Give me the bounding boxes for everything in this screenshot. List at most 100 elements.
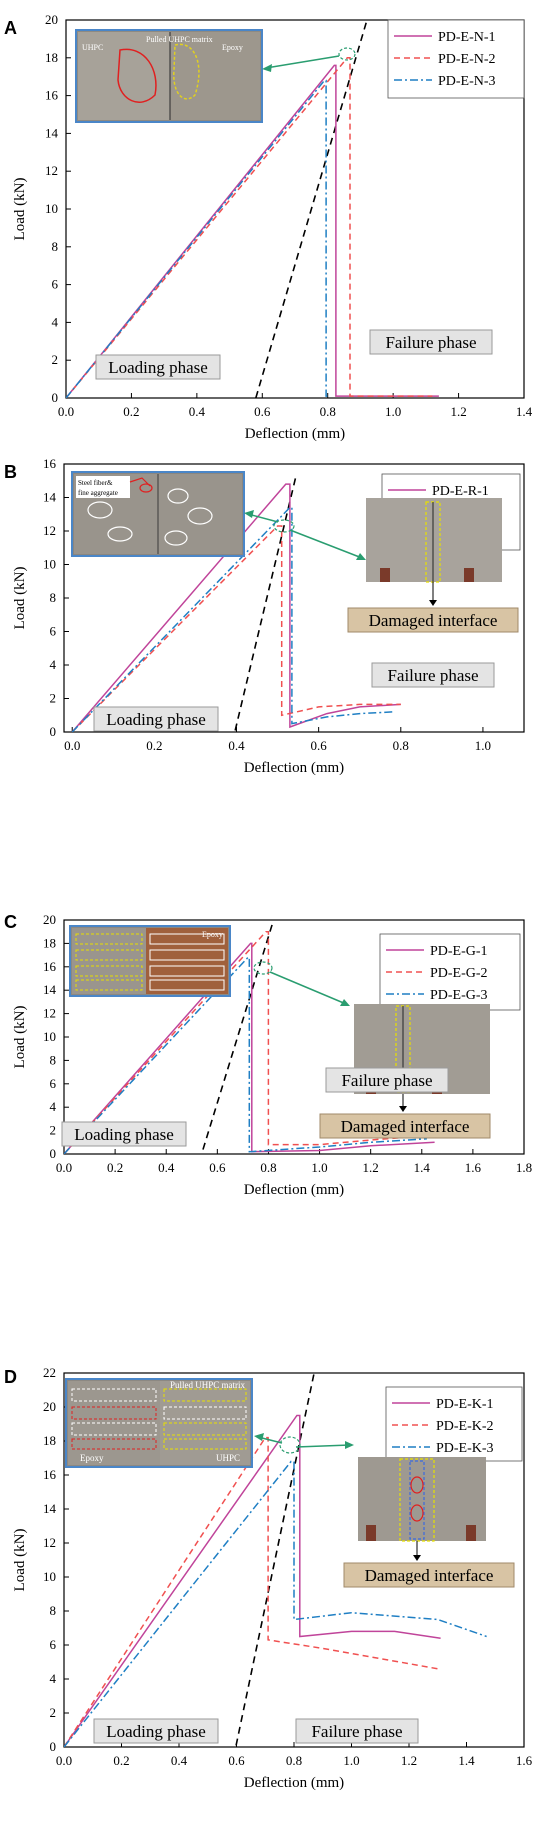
series-line bbox=[64, 930, 448, 1154]
x-tick-label: 1.4 bbox=[414, 1160, 431, 1175]
series-group bbox=[64, 1373, 487, 1747]
annotation-failure-phase: Failure phase bbox=[325, 1067, 449, 1093]
chart-svg-b: 0.0 0.2 0.4 0.6 0.8 1.0 0 2 4 6 8 10 12 14 16 Deflectio… bbox=[4, 456, 525, 776]
x-tick-label: 0.2 bbox=[107, 1160, 123, 1175]
annotation-damaged-interface: Damaged interface bbox=[347, 607, 519, 633]
svg-text:Loading phase: Loading phase bbox=[108, 358, 208, 377]
y-tick-label: 20 bbox=[43, 912, 56, 927]
inset-label: Epoxy bbox=[222, 43, 243, 52]
legend-label: PD-E-K-1 bbox=[436, 1397, 494, 1412]
panel-letter: A bbox=[4, 18, 17, 38]
svg-text:Failure phase: Failure phase bbox=[341, 1071, 432, 1090]
series-line bbox=[71, 525, 401, 732]
y-tick-label: 16 bbox=[43, 1467, 57, 1482]
plot-area: 0.0 0.2 0.4 0.6 0.8 1.0 1.2 1.4 1.6 1.8 0 2 4 6 8 10 12 1… bbox=[12, 912, 532, 1198]
y-tick-label: 8 bbox=[50, 1603, 57, 1618]
y-tick-label: 6 bbox=[52, 277, 59, 292]
callout-arrow bbox=[244, 510, 366, 560]
stiffness-line bbox=[200, 920, 275, 1154]
legend-label: PD-E-G-3 bbox=[430, 988, 488, 1003]
x-tick-label: 1.0 bbox=[343, 1753, 359, 1768]
x-tick-label: 0.4 bbox=[228, 738, 245, 753]
inset-label: Steel fiber& bbox=[78, 479, 113, 487]
x-tick-label: 0.4 bbox=[189, 404, 206, 419]
x-tick-label: 1.8 bbox=[516, 1160, 532, 1175]
x-tick-label: 0.0 bbox=[58, 404, 74, 419]
legend-label: PD-E-K-3 bbox=[436, 1441, 494, 1456]
chart-panel-c: 0.0 0.2 0.4 0.6 0.8 1.0 1.2 1.4 1.6 1.8 0 2 4 6 8 10 12 1… bbox=[0, 906, 534, 1361]
y-tick-label: 2 bbox=[50, 1705, 57, 1720]
y-tick-label: 14 bbox=[45, 125, 59, 140]
y-tick-label: 4 bbox=[50, 1671, 57, 1686]
y-tick-label: 18 bbox=[45, 50, 58, 65]
chart-svg-a: 0.0 0.2 0.4 0.6 0.8 1.0 1.2 1.4 0 2 4 6 8 10 12 14 16 18 2… bbox=[4, 12, 533, 442]
legend-box bbox=[379, 933, 521, 1011]
legend-label: PD-E-R-1 bbox=[432, 484, 489, 499]
y-tick-label: 14 bbox=[43, 490, 57, 505]
chart-panel-d: 0.0 0.2 0.4 0.6 0.8 1.0 1.2 1.4 1.6 0 2 4 6 8 10 12 14 16… bbox=[0, 1361, 534, 1816]
x-axis-label: Deflection (mm) bbox=[244, 1775, 344, 1791]
x-tick-label: 1.2 bbox=[401, 1753, 417, 1768]
x-tick-label: 0.8 bbox=[260, 1160, 276, 1175]
x-tick-label: 0.8 bbox=[393, 738, 409, 753]
x-tick-label: 0.6 bbox=[228, 1753, 245, 1768]
legend-label: PD-E-N-1 bbox=[438, 30, 496, 45]
legend-box bbox=[385, 1386, 523, 1462]
inset-label: UHPC bbox=[82, 43, 103, 52]
x-tick-label: 0.0 bbox=[56, 1160, 72, 1175]
x-axis-label: Deflection (mm) bbox=[245, 426, 345, 442]
y-tick-label: 6 bbox=[50, 1637, 57, 1652]
x-tick-label: 0.2 bbox=[123, 404, 139, 419]
x-tick-label: 0.2 bbox=[113, 1753, 129, 1768]
y-tick-label: 16 bbox=[43, 456, 57, 471]
legend: PD-E-G-1 PD-E-G-2 PD-E-G-3 bbox=[379, 933, 521, 1011]
legend: PD-E-N-1 PD-E-N-2 PD-E-N-3 bbox=[387, 19, 525, 99]
x-tick-label: 0.2 bbox=[146, 738, 162, 753]
y-tick-label: 8 bbox=[50, 590, 57, 605]
inset-photo: Epoxy bbox=[69, 925, 231, 997]
legend-label: PD-E-N-3 bbox=[438, 74, 496, 89]
series-line bbox=[64, 956, 427, 1154]
svg-text:Loading phase: Loading phase bbox=[106, 710, 206, 729]
annotation-damaged-interface: Damaged interface bbox=[319, 1113, 491, 1139]
y-axis-label: Load (kN) bbox=[12, 178, 28, 241]
y-tick-label: 12 bbox=[45, 163, 58, 178]
y-tick-label: 2 bbox=[52, 352, 59, 367]
y-axis-label: Load (kN) bbox=[12, 567, 28, 630]
y-tick-label: 0 bbox=[50, 1739, 57, 1754]
annotation-loading-phase: Loading phase bbox=[61, 1121, 187, 1147]
inset-label: Pulled UHPC matrix bbox=[170, 1380, 246, 1390]
x-tick-label: 0.6 bbox=[254, 404, 271, 419]
series-line bbox=[64, 1414, 441, 1747]
annotation-loading-phase: Loading phase bbox=[93, 1718, 219, 1744]
annotation-loading-phase: Loading phase bbox=[95, 354, 221, 380]
series-group bbox=[71, 475, 401, 732]
annotation-failure-phase: Failure phase bbox=[371, 662, 495, 688]
y-tick-label: 12 bbox=[43, 523, 56, 538]
y-tick-label: 16 bbox=[45, 88, 59, 103]
x-tick-label: 0.4 bbox=[171, 1753, 188, 1768]
series-group bbox=[64, 920, 448, 1154]
annotation-failure-phase: Failure phase bbox=[295, 1718, 419, 1744]
svg-text:Damaged interface: Damaged interface bbox=[369, 611, 498, 630]
y-tick-label: 2 bbox=[50, 691, 57, 706]
interface-photo bbox=[358, 1457, 486, 1561]
legend-label: PD-E-N-2 bbox=[438, 52, 496, 67]
annotation-failure-phase: Failure phase bbox=[369, 329, 493, 355]
y-tick-label: 4 bbox=[50, 657, 57, 672]
panel-letter: B bbox=[4, 462, 17, 482]
series-line bbox=[66, 79, 328, 398]
svg-text:Loading phase: Loading phase bbox=[74, 1125, 174, 1144]
plot-area: 0.0 0.2 0.4 0.6 0.8 1.0 1.2 1.4 1.6 0 2 4 6 8 10 12 14 16… bbox=[12, 1365, 533, 1791]
x-axis-label: Deflection (mm) bbox=[244, 1182, 344, 1198]
inset-label: Epoxy bbox=[80, 1453, 104, 1463]
y-tick-label: 12 bbox=[43, 1006, 56, 1021]
panel-letter: C bbox=[4, 912, 17, 932]
y-tick-label: 20 bbox=[45, 12, 58, 27]
series-line bbox=[71, 483, 401, 732]
x-tick-label: 0.0 bbox=[64, 738, 80, 753]
interface-photo bbox=[366, 498, 502, 606]
y-tick-label: 2 bbox=[50, 1123, 57, 1138]
series-line bbox=[64, 1460, 487, 1747]
y-tick-label: 10 bbox=[43, 1569, 56, 1584]
